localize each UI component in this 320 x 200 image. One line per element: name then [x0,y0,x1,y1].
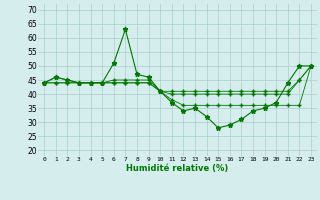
X-axis label: Humidité relative (%): Humidité relative (%) [126,164,229,173]
